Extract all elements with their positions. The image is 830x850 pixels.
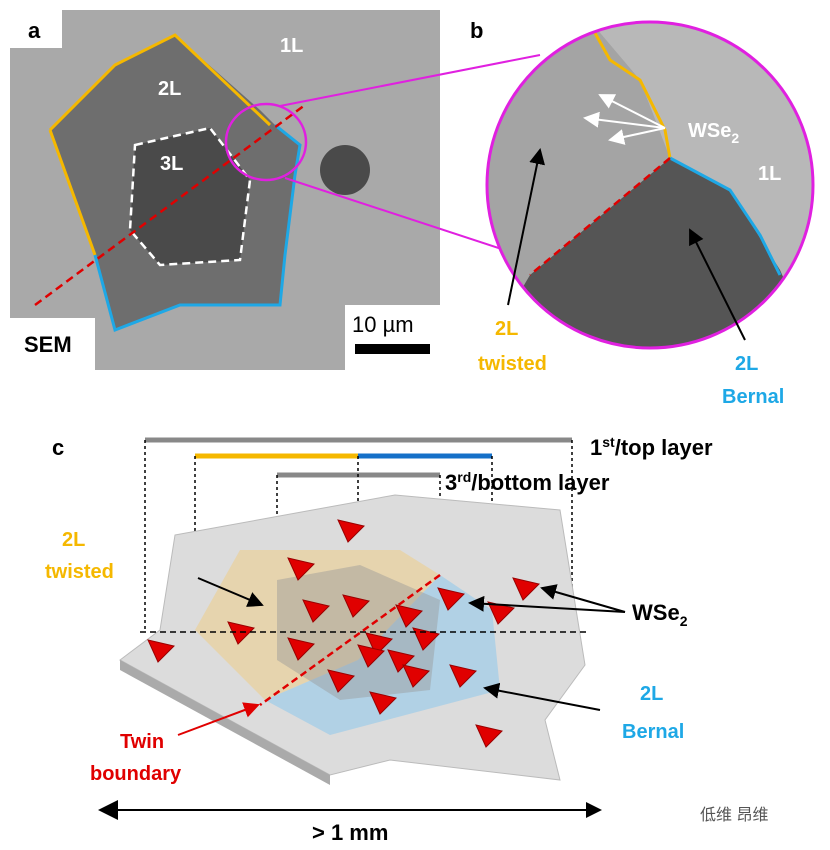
zoom-line [284, 177, 536, 261]
text: WSe [632, 600, 680, 625]
wse2-flake [369, 691, 397, 715]
arrow [689, 228, 746, 341]
bernal-edge [669, 156, 782, 276]
method-label: SEM [24, 332, 72, 357]
superscript: rd [457, 469, 471, 485]
text: /top layer [615, 435, 713, 460]
twin-boundary [259, 573, 441, 707]
panel-a: a 2L 1L 3L SEM 10 µm [10, 10, 440, 370]
panel-label: c [52, 435, 64, 460]
text: 1 [590, 435, 602, 460]
text: WSe [688, 120, 731, 142]
label-box [10, 10, 62, 48]
panel-label: b [470, 18, 483, 43]
wse2-flake [365, 632, 393, 656]
wse2-label: WSe2 [688, 120, 739, 146]
zoom-circle [224, 102, 308, 182]
wse2-flake [387, 649, 415, 673]
bernal-region [487, 158, 813, 348]
bernal-layer [265, 575, 500, 735]
bernal-edge [93, 123, 302, 332]
subscript: 2 [731, 130, 739, 146]
size-label: > 1 mm [312, 820, 388, 845]
twisted-label: 2L [62, 529, 85, 551]
nucleus [320, 145, 370, 195]
wse2-flake [437, 587, 465, 611]
twisted-label: twisted [478, 353, 547, 375]
arrow [507, 148, 546, 306]
wse2-flake [227, 621, 255, 645]
wse2-flake [449, 664, 477, 688]
twin-label: Twin [120, 731, 164, 753]
wse2-flake [342, 594, 370, 618]
superscript: st [602, 434, 615, 450]
arrow [197, 577, 264, 607]
wse2-flake [412, 627, 440, 651]
twisted-label: 2L [495, 318, 518, 340]
scale-box [345, 305, 440, 370]
panel-b: b WSe2 1L 2L twisted 2L Bernal [470, 18, 815, 408]
panel-c: c 1st/top layer 3rd/bottom layer 2L twis… [45, 434, 713, 845]
trilayer-region [130, 128, 250, 265]
arrow [468, 595, 626, 613]
twin-boundary [34, 103, 306, 307]
wse2-flake [512, 577, 540, 601]
wse2-flake [302, 599, 330, 623]
zoom-line [279, 54, 541, 107]
scale-text: 10 µm [352, 312, 414, 337]
top-layer-label: 1st/top layer [590, 434, 713, 460]
zoom-frame [485, 20, 815, 350]
scale-bar [355, 344, 430, 354]
wse2-flake [337, 519, 365, 543]
wse2-flake [327, 669, 355, 693]
twisted-edge [48, 129, 97, 256]
wse2-flake [287, 637, 315, 661]
arrow [583, 111, 666, 129]
trilayer-outline [128, 126, 252, 267]
twin-boundary [529, 157, 671, 276]
arrow [540, 584, 626, 613]
twisted-label: twisted [45, 561, 114, 583]
wse2-flake [357, 644, 385, 668]
arrow [608, 127, 666, 145]
region-label: 3L [160, 153, 183, 175]
bernal-label: Bernal [622, 721, 684, 743]
twin-label: boundary [90, 763, 182, 785]
wse2-label: WSe2 [632, 600, 688, 629]
region-label: 2L [158, 78, 181, 100]
twisted-edge [583, 22, 672, 159]
arrow [177, 702, 260, 736]
wse2-flake [395, 604, 423, 628]
bernal-label: 2L [735, 353, 758, 375]
layer-edge [120, 660, 330, 785]
arrow [598, 94, 666, 129]
watermark: 低维 昂维 [700, 806, 768, 824]
panel-label: a [28, 18, 41, 43]
wse2-flake [402, 664, 430, 688]
text: 3 [445, 470, 457, 495]
bernal-label: 2L [640, 683, 663, 705]
twisted-layer [195, 550, 440, 700]
region-label: 1L [280, 35, 303, 57]
monolayer-region [585, 22, 813, 348]
label-box [10, 318, 95, 370]
wse2-flake [287, 557, 315, 581]
subscript: 2 [680, 613, 688, 629]
region-label: 1L [758, 163, 781, 185]
bernal-label: Bernal [722, 386, 784, 408]
bottom-layer-label: 3rd/bottom layer [445, 469, 610, 495]
wse2-flake [475, 724, 503, 748]
wse2-flake [147, 639, 175, 663]
text: /bottom layer [471, 470, 610, 495]
arrow [483, 682, 601, 711]
twisted-edge [48, 33, 272, 132]
